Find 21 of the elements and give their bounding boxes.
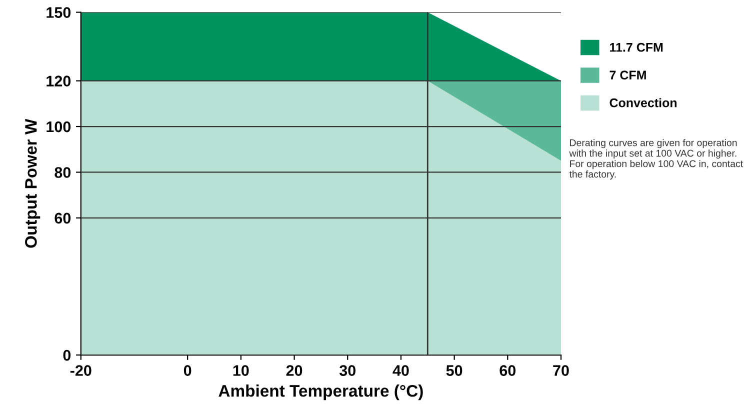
x-tick-label: 10 (233, 365, 249, 376)
x-tick-label: 50 (446, 365, 462, 376)
x-tick-label: 60 (500, 365, 516, 376)
y-tick-label: 80 (54, 167, 71, 178)
x-tick-label: 40 (392, 365, 409, 376)
legend-label: Convection (610, 98, 677, 108)
y-tick-label: 60 (54, 212, 71, 224)
x-tick-label: 70 (553, 365, 569, 376)
x-tick-label: 20 (286, 365, 302, 376)
text: Derating curves are given for operation with the input set at 100 VAC or higher. For operation below 100 VAC in, contact the factory. (569, 139, 744, 180)
x-axis-title: Ambient Temperature (°C) (218, 384, 423, 400)
x-tick-label: -20 (70, 365, 92, 376)
legend-label: 11.7 CFM (610, 42, 663, 52)
y-axis-title: Output Power W (25, 118, 40, 248)
y-tick-label: 0 (63, 350, 71, 361)
y-tick-label: 120 (46, 76, 71, 87)
x-tick-label: 30 (339, 365, 356, 376)
y-tick-label: 150 (46, 7, 71, 18)
legend-label: 7 CFM (610, 70, 646, 80)
y-tick-label: 100 (46, 121, 71, 132)
x-tick-label: 0 (184, 365, 192, 376)
